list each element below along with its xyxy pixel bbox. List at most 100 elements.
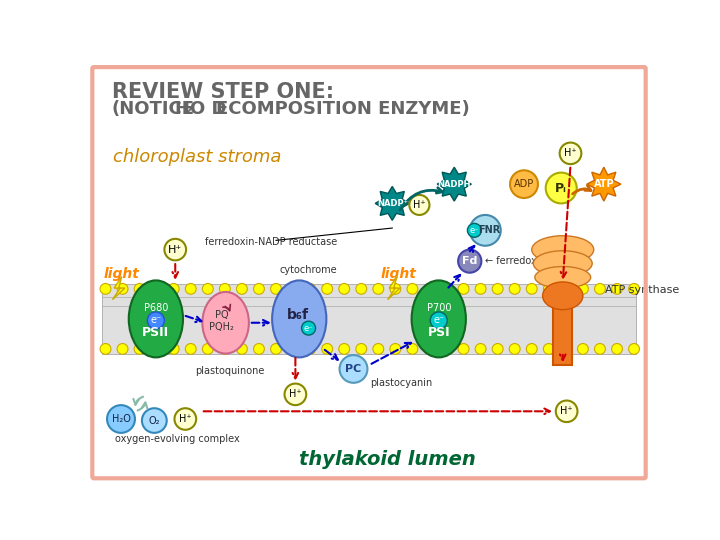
Circle shape <box>544 284 554 294</box>
Text: Pᵢ: Pᵢ <box>555 181 567 194</box>
Circle shape <box>424 284 435 294</box>
Circle shape <box>595 343 606 354</box>
Bar <box>554 284 572 365</box>
Text: NADP⁺: NADP⁺ <box>377 199 408 208</box>
Circle shape <box>134 284 145 294</box>
Circle shape <box>560 284 571 294</box>
Circle shape <box>390 284 401 294</box>
Circle shape <box>560 343 571 354</box>
Ellipse shape <box>534 251 593 276</box>
Bar <box>102 284 636 354</box>
Circle shape <box>151 284 162 294</box>
Text: PSII: PSII <box>143 326 169 339</box>
Ellipse shape <box>532 236 594 264</box>
Text: PQH₂: PQH₂ <box>210 322 234 332</box>
Circle shape <box>356 343 366 354</box>
Text: H⁺: H⁺ <box>289 389 302 400</box>
Ellipse shape <box>543 282 583 309</box>
Circle shape <box>220 284 230 294</box>
Circle shape <box>302 321 315 335</box>
Circle shape <box>629 343 639 354</box>
Text: ECOMPOSITION ENZYME): ECOMPOSITION ENZYME) <box>216 100 470 118</box>
Circle shape <box>356 284 366 294</box>
Circle shape <box>100 284 111 294</box>
Text: plastocyanin: plastocyanin <box>371 378 433 388</box>
Text: e⁻: e⁻ <box>433 315 444 326</box>
Circle shape <box>236 284 248 294</box>
Circle shape <box>629 284 639 294</box>
Circle shape <box>164 239 186 260</box>
Circle shape <box>546 173 577 204</box>
Circle shape <box>168 284 179 294</box>
Circle shape <box>287 343 299 354</box>
Text: plastoquinone: plastoquinone <box>194 366 264 376</box>
Circle shape <box>340 355 367 383</box>
Text: thylakoid lumen: thylakoid lumen <box>300 450 476 469</box>
Circle shape <box>284 383 306 405</box>
Polygon shape <box>387 276 400 300</box>
Text: Fd: Fd <box>462 256 477 266</box>
Ellipse shape <box>535 267 590 288</box>
Text: b₆f: b₆f <box>287 308 309 322</box>
Text: O D: O D <box>190 100 227 118</box>
Text: ATP synthase: ATP synthase <box>606 286 680 295</box>
Text: chloroplast stroma: chloroplast stroma <box>113 148 282 166</box>
Circle shape <box>174 408 196 430</box>
Circle shape <box>475 343 486 354</box>
Text: oxygen-evolving complex: oxygen-evolving complex <box>114 434 240 444</box>
Circle shape <box>168 343 179 354</box>
Circle shape <box>475 284 486 294</box>
Text: (NOTICE: (NOTICE <box>112 100 194 118</box>
Text: H⁺: H⁺ <box>560 406 573 416</box>
Circle shape <box>509 343 520 354</box>
Text: PSI: PSI <box>428 326 450 339</box>
Circle shape <box>117 284 128 294</box>
Circle shape <box>409 195 429 215</box>
Circle shape <box>271 343 282 354</box>
Ellipse shape <box>129 280 183 357</box>
Polygon shape <box>587 167 621 201</box>
Circle shape <box>236 343 248 354</box>
Circle shape <box>151 343 162 354</box>
Text: ADP: ADP <box>514 179 534 189</box>
Ellipse shape <box>202 292 249 354</box>
Circle shape <box>220 343 230 354</box>
Ellipse shape <box>412 280 466 357</box>
Circle shape <box>339 343 350 354</box>
Text: ferredoxin-NADP reductase: ferredoxin-NADP reductase <box>204 237 337 247</box>
Circle shape <box>611 284 622 294</box>
Circle shape <box>271 284 282 294</box>
Text: light: light <box>104 267 140 281</box>
Circle shape <box>407 284 418 294</box>
Circle shape <box>492 343 503 354</box>
Text: cytochrome: cytochrome <box>280 265 338 275</box>
Circle shape <box>373 343 384 354</box>
Circle shape <box>526 284 537 294</box>
Text: H₂O: H₂O <box>112 414 130 424</box>
Circle shape <box>467 224 482 237</box>
Polygon shape <box>437 167 472 201</box>
Circle shape <box>305 284 315 294</box>
Text: H: H <box>174 100 189 118</box>
Circle shape <box>373 284 384 294</box>
Text: P700: P700 <box>426 303 451 313</box>
Circle shape <box>577 284 588 294</box>
Circle shape <box>107 405 135 433</box>
Circle shape <box>431 312 447 329</box>
Circle shape <box>253 284 264 294</box>
Circle shape <box>441 343 452 354</box>
Circle shape <box>148 312 164 329</box>
Text: light: light <box>381 267 416 281</box>
Text: 2: 2 <box>184 106 192 116</box>
Text: e⁻: e⁻ <box>469 226 480 235</box>
Circle shape <box>305 343 315 354</box>
Circle shape <box>142 408 167 433</box>
Circle shape <box>322 284 333 294</box>
Circle shape <box>469 215 500 246</box>
Circle shape <box>611 343 622 354</box>
Text: P680: P680 <box>144 303 168 313</box>
Circle shape <box>100 343 111 354</box>
Circle shape <box>185 343 196 354</box>
Circle shape <box>202 284 213 294</box>
Text: e⁻: e⁻ <box>150 315 161 326</box>
